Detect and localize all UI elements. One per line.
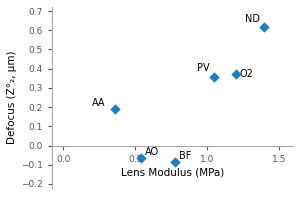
Text: AA: AA [92, 98, 105, 108]
Text: ND: ND [245, 14, 260, 24]
Text: PV: PV [197, 63, 210, 73]
Point [139, 156, 143, 160]
Point [212, 76, 217, 79]
Y-axis label: Defocus (Z°₂, μm): Defocus (Z°₂, μm) [7, 51, 17, 144]
Text: BF: BF [179, 151, 191, 161]
Point [233, 73, 238, 76]
Text: AO: AO [145, 147, 159, 157]
Text: O2: O2 [239, 70, 253, 79]
Point [113, 107, 118, 111]
X-axis label: Lens Modulus (MPa): Lens Modulus (MPa) [121, 168, 224, 178]
Point [262, 26, 267, 29]
Point [173, 160, 178, 164]
